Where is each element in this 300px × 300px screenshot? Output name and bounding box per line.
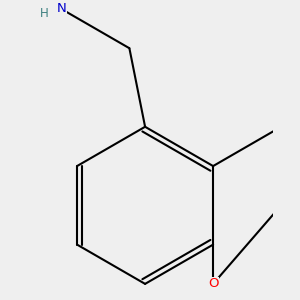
Text: O: O xyxy=(208,278,218,290)
Text: N: N xyxy=(56,2,66,15)
Text: H: H xyxy=(40,8,49,20)
